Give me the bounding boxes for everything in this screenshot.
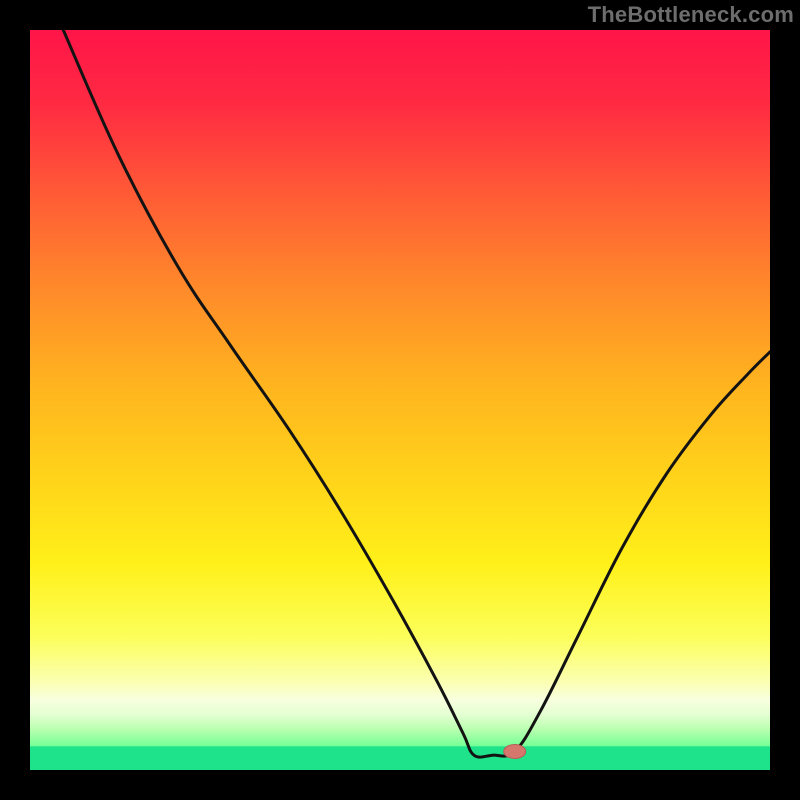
bottleneck-curve [63,30,770,757]
chart-svg [30,30,770,770]
chart-plot-area [30,30,770,770]
bottleneck-chart-card: TheBottleneck.com [0,0,800,800]
watermark-label: TheBottleneck.com [588,2,794,28]
baseline-band [30,746,770,770]
optimal-point-marker [504,745,526,759]
